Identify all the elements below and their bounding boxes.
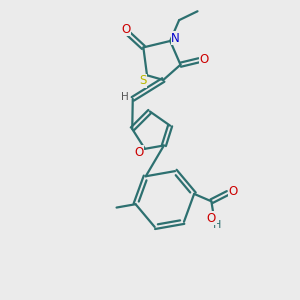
Text: O: O <box>134 146 144 159</box>
Text: O: O <box>207 212 216 225</box>
Text: H: H <box>121 92 128 102</box>
Text: O: O <box>121 23 130 36</box>
Text: S: S <box>139 74 147 87</box>
Text: O: O <box>200 53 209 66</box>
Text: H: H <box>212 220 221 230</box>
Text: N: N <box>171 32 180 44</box>
Text: O: O <box>228 185 238 198</box>
